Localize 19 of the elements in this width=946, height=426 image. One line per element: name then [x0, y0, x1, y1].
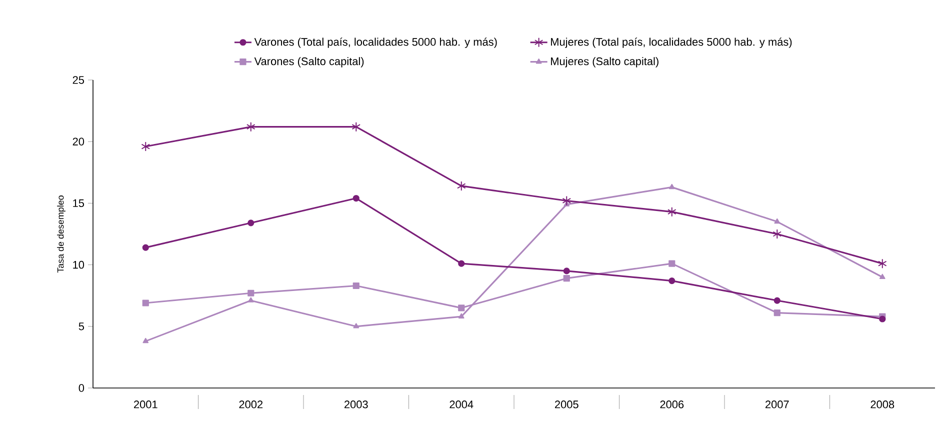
- x-tick-label: 2005: [554, 400, 578, 408]
- y-tick-label: 20: [72, 138, 84, 146]
- legend-label: Mujeres (Total país, localidades 5000 hab. y más): [551, 38, 792, 48]
- y-axis-title: Tasa de desempleo: [57, 196, 66, 273]
- x-tick-label: 2008: [870, 400, 894, 408]
- legend-label: Varones (Total país, localidades 5000 hab. y más): [254, 38, 497, 48]
- y-tick-label: 0: [78, 384, 84, 392]
- legend-label: Mujeres (Salto capital): [551, 57, 658, 68]
- y-tick-label: 25: [72, 76, 84, 84]
- y-tick-label: 5: [78, 322, 84, 330]
- x-tick-label: 2002: [239, 400, 263, 408]
- x-tick-label: 2007: [765, 400, 789, 408]
- x-tick-label: 2003: [344, 400, 368, 408]
- x-tick-label: 2001: [134, 400, 158, 408]
- y-tick-label: 15: [73, 199, 84, 208]
- y-tick-label: 10: [73, 260, 84, 269]
- x-tick-label: 2004: [450, 400, 474, 408]
- x-tick-label: 2006: [660, 400, 684, 408]
- legend-label: Varones (Salto capital): [254, 57, 364, 68]
